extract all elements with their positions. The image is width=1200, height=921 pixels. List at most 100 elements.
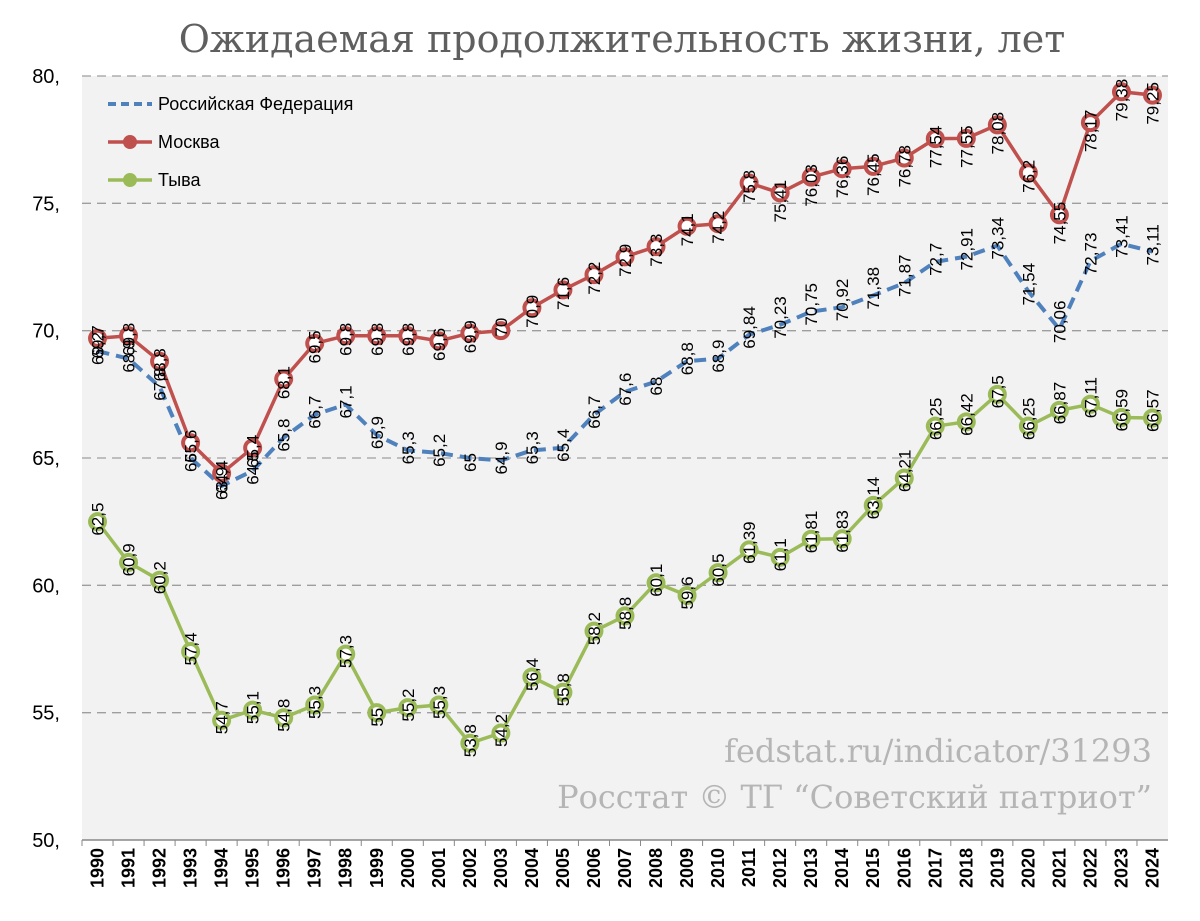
data-point — [677, 586, 697, 606]
data-label: 78,17 — [1081, 110, 1100, 153]
data-label: 66,7 — [585, 396, 604, 429]
data-label: 69,84 — [740, 306, 759, 349]
data-point — [274, 369, 294, 389]
data-label: 54,7 — [213, 701, 232, 734]
data-point — [212, 463, 232, 483]
data-label: 70,06 — [1050, 301, 1069, 344]
data-point — [119, 552, 139, 572]
data-point — [398, 326, 418, 346]
x-tick-label: 2004 — [522, 848, 542, 888]
data-label: 65 — [182, 453, 201, 472]
data-label: 76,2 — [1019, 160, 1038, 193]
x-tick-label: 1993 — [181, 848, 201, 888]
data-label: 56,4 — [523, 658, 542, 691]
data-label: 64,9 — [492, 441, 511, 474]
data-point — [925, 416, 945, 436]
data-label: 69,6 — [430, 328, 449, 361]
data-point — [1018, 163, 1038, 183]
data-point — [336, 644, 356, 664]
data-label: 69,8 — [368, 323, 387, 356]
data-label: 64,21 — [895, 450, 914, 493]
data-label: 58,2 — [585, 612, 604, 645]
data-label: 68,8 — [151, 348, 170, 381]
data-point — [708, 214, 728, 234]
data-label: 72,91 — [957, 228, 976, 271]
data-label: 66,57 — [1143, 389, 1162, 432]
x-tick-label: 2002 — [460, 848, 480, 888]
data-label: 65,8 — [275, 419, 294, 452]
legend-marker — [123, 135, 137, 149]
data-label: 79,38 — [1112, 79, 1131, 122]
data-label: 73,41 — [1112, 215, 1131, 258]
data-label: 71,6 — [554, 277, 573, 310]
data-label: 65,2 — [430, 434, 449, 467]
data-point — [150, 351, 170, 371]
data-point — [925, 129, 945, 149]
x-tick-label: 2001 — [429, 848, 449, 888]
x-tick-label: 2009 — [677, 848, 697, 888]
data-label: 54,8 — [275, 699, 294, 732]
data-point — [832, 159, 852, 179]
data-label: 67,11 — [1081, 377, 1100, 418]
data-label: 76,45 — [864, 153, 883, 196]
y-tick-label: 75, — [32, 193, 60, 215]
x-tick-label: 2012 — [770, 848, 790, 888]
data-point — [336, 326, 356, 346]
data-point — [1049, 205, 1069, 225]
data-label: 71,38 — [864, 267, 883, 310]
data-label: 63,14 — [864, 477, 883, 520]
data-point — [956, 412, 976, 432]
data-label: 59,6 — [678, 576, 697, 609]
data-label: 66,87 — [1050, 382, 1069, 425]
y-tick-label: 50, — [32, 830, 60, 852]
data-point — [739, 540, 759, 560]
data-label: 72,2 — [585, 262, 604, 295]
data-label: 72,7 — [926, 243, 945, 276]
data-label: 73,3 — [647, 234, 666, 267]
data-point — [677, 216, 697, 236]
x-tick-label: 2021 — [1049, 848, 1069, 888]
data-point — [367, 326, 387, 346]
data-label: 60,9 — [120, 543, 139, 576]
data-point — [1111, 408, 1131, 428]
data-point — [429, 331, 449, 351]
data-label: 69,9 — [461, 320, 480, 353]
data-label: 71,87 — [895, 254, 914, 297]
data-label: 65,6 — [182, 430, 201, 463]
data-label: 65,9 — [368, 416, 387, 449]
data-label: 55,3 — [430, 686, 449, 719]
data-label: 73,11 — [1143, 224, 1162, 265]
data-point — [553, 682, 573, 702]
x-tick-label: 1990 — [88, 848, 108, 888]
data-point — [615, 247, 635, 267]
data-label: 79,25 — [1143, 82, 1162, 125]
x-tick-label: 2010 — [708, 848, 728, 888]
x-tick-label: 2011 — [739, 848, 759, 887]
data-point — [770, 547, 790, 567]
x-tick-label: 2016 — [894, 848, 914, 888]
data-label: 70 — [492, 318, 511, 337]
data-label: 67,8 — [151, 368, 170, 401]
data-label: 62,5 — [89, 503, 108, 536]
data-label: 65,3 — [523, 431, 542, 464]
data-label: 69,8 — [399, 323, 418, 356]
data-point — [119, 326, 139, 346]
data-label: 57,4 — [182, 632, 201, 665]
data-label: 69,5 — [306, 330, 325, 363]
series-line-0 — [97, 241, 1153, 488]
data-point — [305, 333, 325, 353]
data-label: 67,5 — [988, 375, 1007, 408]
data-label: 72,9 — [616, 244, 635, 277]
data-label: 69,7 — [89, 325, 108, 358]
x-tick-label: 2007 — [615, 848, 635, 888]
data-point — [708, 563, 728, 583]
data-label: 68,9 — [120, 340, 139, 373]
data-label: 75,41 — [771, 180, 790, 223]
data-label: 74,2 — [709, 211, 728, 244]
data-label: 64,5 — [244, 452, 263, 485]
data-point — [801, 167, 821, 187]
legend-label: Тыва — [158, 170, 202, 190]
data-point — [1142, 85, 1162, 105]
data-point — [429, 695, 449, 715]
